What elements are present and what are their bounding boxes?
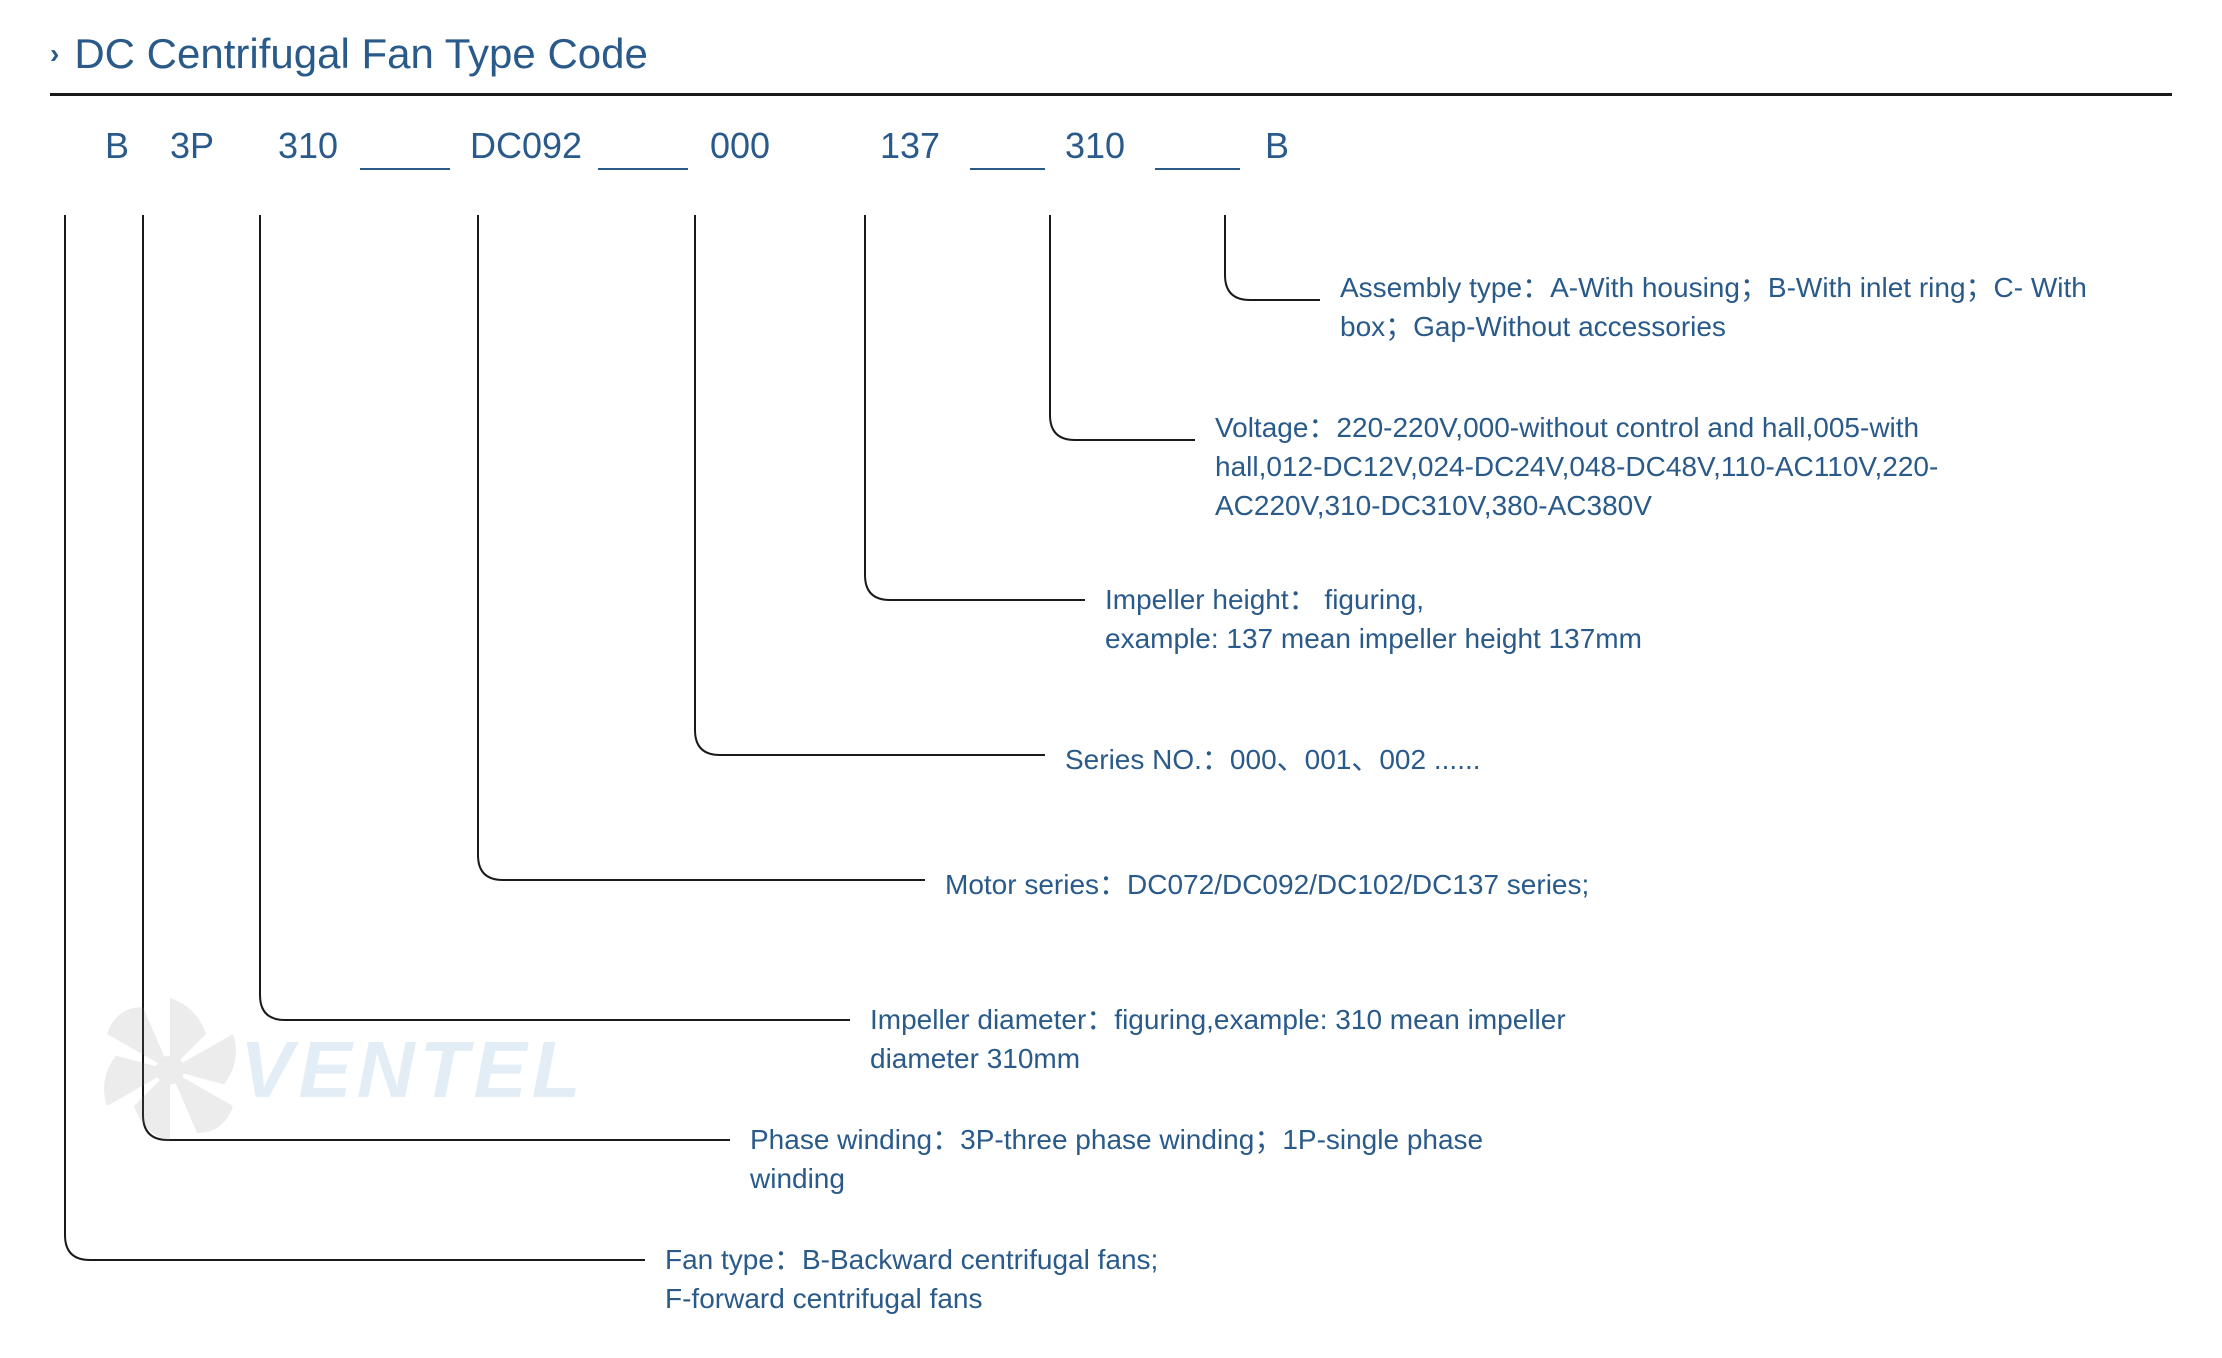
description-0: Assembly type：A-With housing；B-With inle…: [1340, 268, 2090, 346]
description-4: Motor series：DC072/DC092/DC102/DC137 ser…: [945, 865, 1589, 904]
code-segment-5: 137: [880, 125, 940, 167]
connector-line-5: [260, 215, 850, 1020]
code-segment-6: 310: [1065, 125, 1125, 167]
connector-line-1: [1050, 215, 1195, 440]
connector-line-2: [865, 215, 1085, 600]
title-divider: [50, 93, 2172, 96]
code-dash-2: [970, 168, 1045, 170]
page-title: DC Centrifugal Fan Type Code: [74, 30, 648, 78]
description-6: Phase winding：3P-three phase winding；1P-…: [750, 1120, 1500, 1198]
code-dash-3: [1155, 168, 1240, 170]
connector-line-4: [478, 215, 925, 880]
code-dash-1: [598, 168, 688, 170]
chevron-icon: ›: [50, 38, 59, 70]
code-segment-3: DC092: [470, 125, 582, 167]
connector-line-0: [1225, 215, 1320, 300]
description-1: Voltage：220-220V,000-without control and…: [1215, 408, 1965, 526]
connector-line-3: [695, 215, 1045, 755]
watermark-text: VENTEL: [240, 1024, 586, 1116]
code-segment-7: B: [1265, 125, 1289, 167]
fan-icon: [80, 980, 260, 1160]
watermark: VENTEL: [80, 980, 586, 1160]
description-2: Impeller height： figuring, example: 137 …: [1105, 580, 1642, 658]
code-segment-0: B: [105, 125, 129, 167]
code-dash-0: [360, 168, 450, 170]
title-row: › DC Centrifugal Fan Type Code: [50, 30, 2172, 78]
description-5: Impeller diameter：figuring,example: 310 …: [870, 1000, 1620, 1078]
description-3: Series NO.：000、001、002 ......: [1065, 740, 1481, 779]
code-segment-4: 000: [710, 125, 770, 167]
description-7: Fan type：B-Backward centrifugal fans; F-…: [665, 1240, 1158, 1318]
code-segment-1: 3P: [170, 125, 214, 167]
code-segment-2: 310: [278, 125, 338, 167]
